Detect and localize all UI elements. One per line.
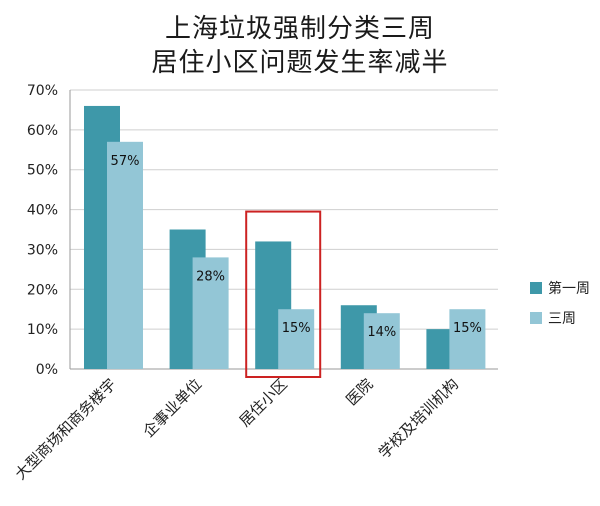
- x-category-label: 大型商场和商务楼宇: [11, 375, 119, 483]
- legend-swatch-week1: [530, 282, 542, 294]
- y-tick-label: 20%: [27, 282, 58, 298]
- bar-week3: [363, 313, 400, 369]
- legend-item-week1: 第一周: [530, 278, 590, 298]
- y-tick-label: 70%: [27, 83, 58, 99]
- y-tick-label: 10%: [27, 322, 58, 338]
- bar-week3: [107, 141, 143, 369]
- legend: 第一周 三周: [530, 278, 590, 328]
- x-category-label: 居住小区: [236, 375, 291, 430]
- x-category-label: 企事业单位: [139, 375, 205, 441]
- legend-swatch-week3: [530, 312, 542, 324]
- highlight-box: [245, 210, 322, 378]
- legend-label-week3: 三周: [548, 311, 576, 327]
- y-tick-label: 30%: [27, 242, 58, 258]
- y-tick-label: 40%: [27, 203, 58, 219]
- y-tick-label: 60%: [27, 123, 58, 139]
- bar-week3: [192, 257, 229, 369]
- data-label: 15%: [453, 321, 482, 336]
- bar-week3: [449, 309, 486, 369]
- x-category-label: 医院: [342, 375, 376, 409]
- y-tick-label: 50%: [27, 163, 58, 179]
- x-category-label: 学校及培训机构: [375, 375, 462, 462]
- data-label: 15%: [282, 321, 311, 336]
- bar-week3: [278, 309, 315, 369]
- data-label: 28%: [196, 269, 225, 284]
- legend-item-week3: 三周: [530, 308, 590, 328]
- y-tick-label: 0%: [36, 362, 58, 378]
- data-label: 14%: [367, 325, 396, 340]
- data-label: 57%: [111, 154, 140, 169]
- legend-label-week1: 第一周: [548, 281, 590, 297]
- chart-title-line-1: 上海垃圾强制分类三周: [164, 14, 435, 44]
- chart-title-line-2: 居住小区问题发生率减半: [151, 48, 449, 78]
